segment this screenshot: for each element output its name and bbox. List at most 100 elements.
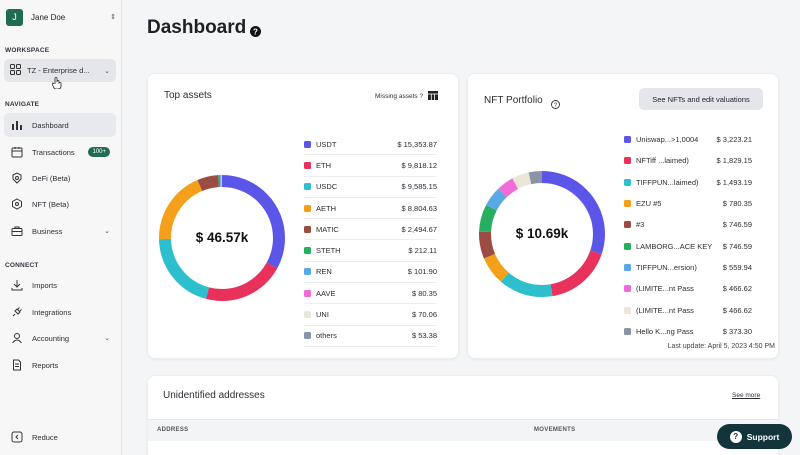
legend-swatch [304,289,311,297]
legend-swatch [624,242,631,250]
reduce-sidebar-button[interactable]: Reduce [4,425,116,449]
legend-swatch [304,268,311,276]
sidebar-item-business[interactable]: Business ⌄ [4,219,116,243]
document-icon [10,359,23,372]
legend-value: $ 466.62 [722,305,752,315]
legend-row: (LIMITE...nt Pass $ 466.62 [624,299,752,320]
see-more-link[interactable]: See more [732,392,761,399]
legend-row: EZU #5 $ 780.35 [624,193,752,214]
legend-name: TIFFPUN...laimed) [636,177,699,187]
legend-swatch [304,204,311,212]
chevron-down-icon: ⌄ [104,67,110,75]
legend-value: $ 3,223.21 [716,135,752,145]
sidebar-item-label: Reports [32,360,59,370]
legend-value: $ 1,829.15 [716,156,752,166]
sidebar-item-defi[interactable]: DeFi (Beta) [4,166,116,190]
chevron-down-icon: ⌄ [104,228,110,235]
legend-swatch [624,285,631,293]
briefcase-icon [10,225,23,238]
transactions-count-badge: 100+ [88,147,110,157]
sidebar-item-accounting[interactable]: Accounting ⌄ [4,326,116,350]
info-icon[interactable]: ? [551,96,560,114]
reduce-label: Reduce [32,432,58,442]
missing-assets-label: Missing assets ? [375,93,424,100]
top-assets-card: Top assets Missing assets ? $ 46.57k USD… [147,73,459,359]
column-header-address: ADDRESS [157,427,189,433]
legend-name: NFTiff ...laimed) [636,156,689,166]
legend-name: #3 [636,220,645,230]
legend-row: USDC $ 9,585.15 [304,177,437,198]
legend-row: ETH $ 9,818.12 [304,155,437,177]
top-assets-donut-chart [159,175,285,301]
calendar-icon [10,146,23,159]
legend-name: LAMBORG...ACE KEY [636,241,713,251]
legend-name: Hello K...ng Pass [636,326,694,336]
legend-swatch [624,327,631,335]
legend-name: USDC [316,182,338,192]
top-assets-title: Top assets [164,90,212,101]
sidebar: J Jane Doe ⇕ WORKSPACE TZ - Enterprise d… [0,0,122,455]
legend-swatch [624,200,631,208]
defi-icon [10,172,23,185]
download-icon [10,279,23,292]
sidebar-item-imports[interactable]: Imports [4,273,116,297]
legend-name: EZU #5 [636,199,662,209]
missing-assets-link[interactable]: Missing assets ? [375,91,439,102]
hand-cursor-icon [51,76,62,94]
legend-row: Hello K...ng Pass $ 373.30 [624,321,752,342]
nft-portfolio-title: NFT Portfolio [484,95,543,106]
sidebar-item-dashboard[interactable]: Dashboard [4,113,116,137]
legend-swatch [304,140,311,148]
sidebar-item-transactions[interactable]: Transactions 100+ [4,140,116,164]
legend-value: $ 80.35 [411,288,437,298]
legend-swatch [304,183,311,191]
legend-value: $ 101.90 [407,267,437,277]
workspace-select[interactable]: TZ - Enterprise d... ⌄ [4,59,116,82]
legend-name: REN [316,267,332,277]
avatar: J [6,8,23,26]
user-menu[interactable]: J Jane Doe ⇕ [6,7,116,27]
legend-swatch [624,178,631,186]
legend-row: USDT $ 15,353.87 [304,134,437,156]
legend-name: STETH [316,246,341,256]
unidentified-addresses-card [147,375,779,455]
legend-value: $ 1,493.19 [716,177,752,187]
sidebar-item-integrations[interactable]: Integrations [4,300,116,324]
legend-value: $ 373.30 [722,326,752,336]
legend-swatch [304,225,311,233]
legend-swatch [304,332,311,340]
legend-value: $ 53.38 [411,331,437,341]
sidebar-item-label: Integrations [32,307,72,317]
sidebar-item-label: Imports [32,280,58,290]
legend-swatch [624,136,631,144]
plug-icon [10,306,23,319]
sidebar-item-reports[interactable]: Reports [4,353,116,377]
nft-donut-chart [479,171,605,297]
legend-name: MATIC [316,224,339,234]
see-nfts-button[interactable]: See NFTs and edit valuations [639,88,763,110]
updown-chevron-icon: ⇕ [110,14,116,21]
legend-value: $ 780.35 [722,199,752,209]
legend-name: (LIMITE...nt Pass [636,305,694,315]
legend-value: $ 2,494.67 [401,224,437,234]
help-icon[interactable]: ? [250,24,261,42]
workspace-label: WORKSPACE [5,47,50,54]
donut-slice [479,171,605,297]
legend-row: LAMBORG...ACE KEY $ 746.59 [624,236,752,257]
top-assets-total: $ 46.57k [195,230,249,245]
navigate-label: NAVIGATE [5,101,40,108]
legend-swatch [624,221,631,229]
nft-icon [10,198,23,211]
legend-name: TIFFPUN...ersion) [636,262,697,272]
sidebar-item-nft[interactable]: NFT (Beta) [4,192,116,216]
collapse-icon [10,431,23,444]
legend-value: $ 9,818.12 [401,160,437,170]
nft-portfolio-card: NFT Portfolio ? $ 10.69k Uniswap...>1,00… [467,73,779,359]
legend-name: others [316,331,337,341]
support-button[interactable]: ? Support [717,424,792,449]
sidebar-item-label: Business [32,226,63,236]
legend-row: others $ 53.38 [304,326,437,347]
sidebar-item-label: Dashboard [32,120,69,130]
donut-slice [159,175,285,301]
dashboard-bars-icon [10,119,23,132]
